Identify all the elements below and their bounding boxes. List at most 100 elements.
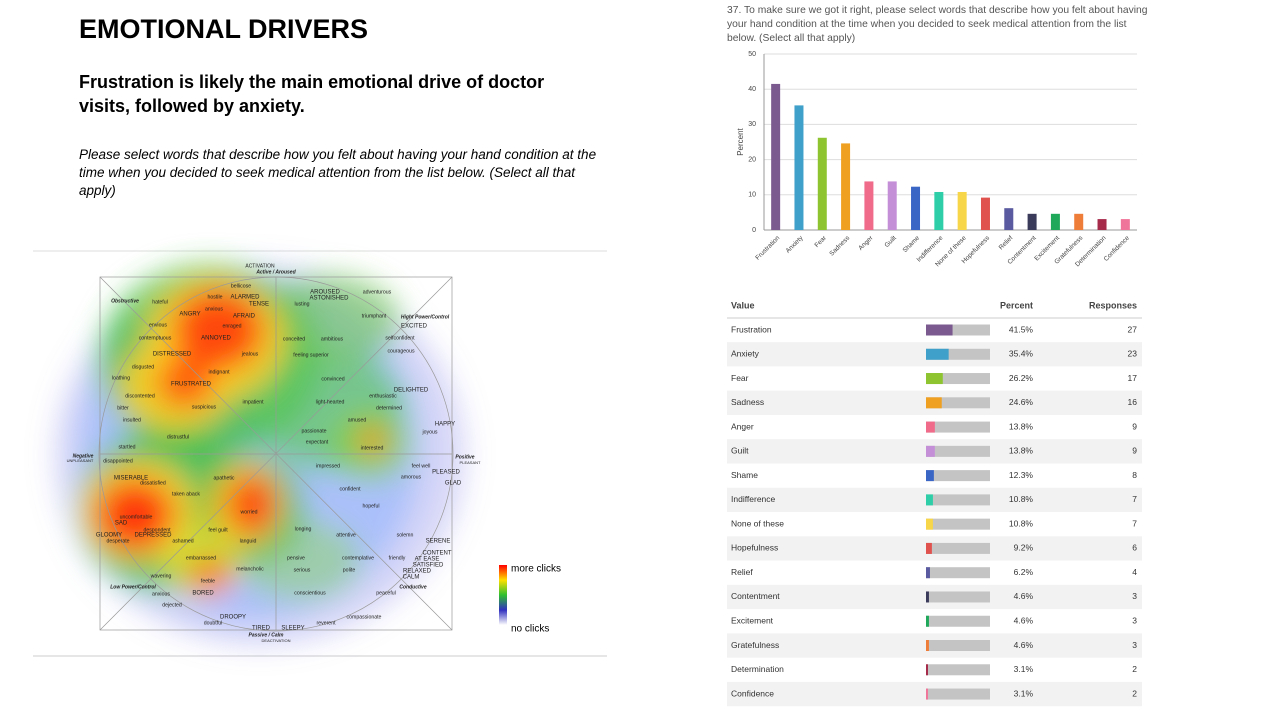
heatmap-word: amused	[348, 417, 367, 423]
bar-track	[926, 373, 990, 385]
cell: 12.3%	[1009, 470, 1034, 480]
cell: 10.8%	[1009, 518, 1034, 528]
heatmap-word: ANNOYED	[201, 336, 231, 342]
mini-bar	[926, 397, 942, 409]
bar	[934, 191, 944, 230]
heatmap-word: bitter	[117, 405, 129, 411]
mini-bar	[926, 494, 933, 506]
heatmap-word: Hight Power/Control	[401, 314, 450, 320]
cell: 3.1%	[1014, 688, 1034, 698]
heatmap-word: passionate	[301, 428, 326, 434]
heatmap-word: feel well	[412, 463, 431, 469]
heatmap-word: apathetic	[213, 475, 234, 481]
heatmap-word: longing	[295, 526, 312, 532]
mini-bar	[926, 518, 933, 530]
heatmap-word: bellicose	[231, 283, 251, 289]
heatmap-word: pensive	[287, 555, 305, 561]
cell: 3.1%	[1014, 664, 1034, 674]
heatmap-word: Positive	[455, 454, 474, 460]
heatmap-word: triumphant	[362, 313, 387, 319]
bar	[1120, 219, 1130, 230]
heatmap-word: Active / Aroused	[255, 269, 296, 275]
heatmap-word: AFRAID	[233, 314, 256, 320]
mini-bar	[926, 688, 928, 700]
heatmap-word: peaceful	[376, 590, 396, 596]
heat-blob	[188, 557, 232, 593]
cell: 24.6%	[1009, 397, 1034, 407]
heatmap	[55, 265, 465, 645]
mini-bar	[926, 470, 934, 482]
x-tick-label: Fear	[814, 234, 829, 249]
heatmap-word: PLEASED	[432, 470, 460, 476]
heatmap-word: discontented	[125, 393, 155, 399]
cell: 27	[1128, 324, 1138, 334]
cell: 26.2%	[1009, 373, 1034, 383]
cell: Contentment	[731, 591, 780, 601]
heatmap-word: SAD	[115, 521, 128, 527]
cell: 4.6%	[1014, 615, 1034, 625]
heatmap-word: dissatisfied	[140, 480, 166, 486]
heatmap-word: distrustful	[167, 434, 189, 440]
cell: 16	[1128, 397, 1138, 407]
cell: 6	[1132, 543, 1137, 553]
legend-high: more clicks	[511, 564, 561, 575]
heatmap-word: confident	[339, 486, 361, 492]
cell: 10.8%	[1009, 494, 1034, 504]
mini-bar	[926, 348, 949, 360]
cell: 4.6%	[1014, 591, 1034, 601]
heat-blob	[230, 477, 274, 533]
heatmap-word: RELAXED	[403, 569, 432, 575]
cell: Anger	[731, 421, 754, 431]
heatmap-word: wavering	[151, 573, 172, 579]
heatmap-word: TENSE	[249, 302, 269, 308]
heatmap-word: feel guilt	[208, 527, 228, 533]
bar	[911, 186, 921, 230]
y-tick-label: 40	[748, 86, 756, 93]
x-tick-label: Anger	[857, 234, 875, 252]
heatmap-word: ashamed	[172, 538, 193, 544]
x-tick-label: Confidence	[1103, 234, 1131, 262]
mini-bar	[926, 421, 935, 433]
heatmap-word: SERENE	[426, 539, 451, 545]
cell: Determination	[731, 664, 784, 674]
cell: 9	[1132, 446, 1137, 456]
cell: Indifference	[731, 494, 776, 504]
heatmap-word: disgusted	[132, 364, 154, 370]
heatmap-word: DISTRESSED	[153, 352, 192, 358]
heatmap-word: adventurous	[363, 289, 392, 295]
mini-bar	[926, 445, 935, 457]
heatmap-word: convinced	[321, 376, 344, 382]
bar-track	[926, 445, 990, 457]
heatmap-word: startled	[118, 444, 135, 450]
bar	[817, 137, 827, 230]
x-tick-label: Relief	[998, 235, 1015, 252]
cell: Fear	[731, 373, 749, 383]
heatmap-word: lusting	[295, 301, 310, 307]
x-tick-label: Frustration	[754, 234, 781, 261]
heatmap-word: DEACTIVATION	[262, 638, 291, 643]
cell: 3	[1132, 615, 1137, 625]
heatmap-word: envious	[149, 322, 167, 328]
bar	[1074, 213, 1084, 230]
heatmap-word: EXCITED	[401, 324, 428, 330]
heat-blob	[260, 275, 400, 365]
heatmap-word: solemn	[397, 532, 414, 538]
heatmap-word: determined	[376, 405, 402, 411]
heatmap-word: ALARMED	[230, 295, 260, 301]
heatmap-word: enthusiastic	[369, 393, 397, 399]
heatmap-word: enraged	[222, 323, 241, 329]
heatmap-word: ambitious	[321, 336, 344, 342]
heatmap-word: Low Power/Control	[110, 584, 156, 590]
heat-blob	[157, 357, 213, 407]
bar	[957, 191, 967, 230]
chart-title: 37. To make sure we got it right, please…	[727, 5, 1148, 44]
cell: 13.8%	[1009, 446, 1034, 456]
mini-bar	[926, 664, 928, 676]
x-tick-label: Anxiety	[785, 234, 806, 255]
bar-track	[926, 470, 990, 482]
cell: 17	[1128, 373, 1138, 383]
mini-bar	[926, 542, 932, 554]
heatmap-word: anxious	[205, 306, 223, 312]
